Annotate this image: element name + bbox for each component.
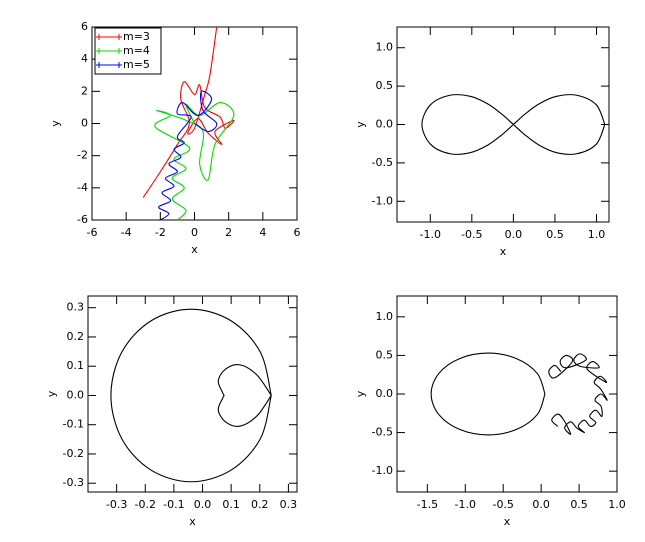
legend-label: m=5 [123, 58, 150, 71]
y-tick-label: 4 [81, 52, 88, 65]
x-tick-label: 0.1 [222, 498, 240, 511]
x-tick-label: -0.5 [492, 498, 513, 511]
x-tick-label: 0.2 [251, 498, 269, 511]
y-tick-label: 0.3 [67, 301, 85, 314]
x-tick-label: 2 [225, 226, 232, 239]
y-tick-label: 0.0 [376, 118, 394, 131]
y-tick-label: 0.0 [67, 388, 85, 401]
curve [421, 94, 606, 155]
y-tick-label: -6 [77, 213, 88, 226]
x-tick-label: 1.0 [588, 228, 606, 241]
x-tick-label: 0.5 [546, 228, 564, 241]
x-tick-label: -0.3 [106, 498, 127, 511]
y-tick-label: 6 [81, 20, 88, 33]
x-tick-label: -1.5 [417, 498, 438, 511]
x-tick-label: 0 [191, 226, 198, 239]
y-tick-label: -0.2 [63, 447, 84, 460]
y-tick-label: -4 [77, 181, 88, 194]
x-tick-label: 0.0 [505, 228, 523, 241]
y-tick-label: 1.0 [376, 310, 394, 323]
x-tick-label: 0.0 [532, 498, 550, 511]
y-axis-label: y [354, 390, 367, 397]
curve [154, 102, 235, 221]
y-tick-label: 2 [81, 84, 88, 97]
y-tick-label: 0.2 [67, 330, 85, 343]
y-axis-label: y [354, 121, 367, 128]
y-tick-label: -0.5 [372, 156, 393, 169]
curve [158, 90, 218, 221]
y-tick-label: -2 [77, 149, 88, 162]
plot-frame [396, 295, 618, 493]
x-axis-label: x [500, 245, 507, 258]
y-axis-label: y [49, 120, 62, 127]
y-tick-label: -0.3 [63, 476, 84, 489]
x-tick-label: 0.0 [194, 498, 212, 511]
x-tick-label: 0.3 [280, 498, 298, 511]
x-axis-label: x [191, 243, 198, 256]
x-tick-label: 4 [259, 226, 266, 239]
x-tick-label: -2 [155, 226, 166, 239]
x-tick-label: -0.5 [461, 228, 482, 241]
curve [430, 352, 546, 436]
plot-frame [87, 295, 298, 493]
y-tick-label: 1.0 [376, 41, 394, 54]
x-axis-label: x [504, 515, 511, 528]
y-tick-label: 0.1 [67, 359, 85, 372]
x-axis-label: x [189, 515, 196, 528]
x-tick-label: -0.1 [163, 498, 184, 511]
x-tick-label: -1.0 [420, 228, 441, 241]
y-tick-label: 0.5 [376, 79, 394, 92]
y-tick-label: 0.5 [376, 348, 394, 361]
curve [217, 363, 272, 427]
x-tick-label: 1.0 [608, 498, 626, 511]
y-axis-label: y [45, 390, 58, 397]
legend-label: m=3 [123, 30, 150, 43]
x-tick-label: -1.0 [455, 498, 476, 511]
legend-label: m=4 [123, 44, 150, 57]
y-tick-label: 0.0 [376, 387, 394, 400]
y-tick-label: -1.0 [372, 194, 393, 207]
y-tick-label: 0 [81, 117, 88, 130]
curve [110, 308, 272, 483]
y-tick-label: -0.5 [372, 426, 393, 439]
x-tick-label: -0.2 [135, 498, 156, 511]
y-tick-label: -1.0 [372, 464, 393, 477]
plot-frame [396, 26, 610, 223]
x-tick-label: 0.5 [570, 498, 588, 511]
x-tick-label: 6 [294, 226, 301, 239]
x-tick-label: -4 [121, 226, 132, 239]
y-tick-label: -0.1 [63, 418, 84, 431]
x-tick-label: -6 [87, 226, 98, 239]
curve [548, 353, 608, 435]
